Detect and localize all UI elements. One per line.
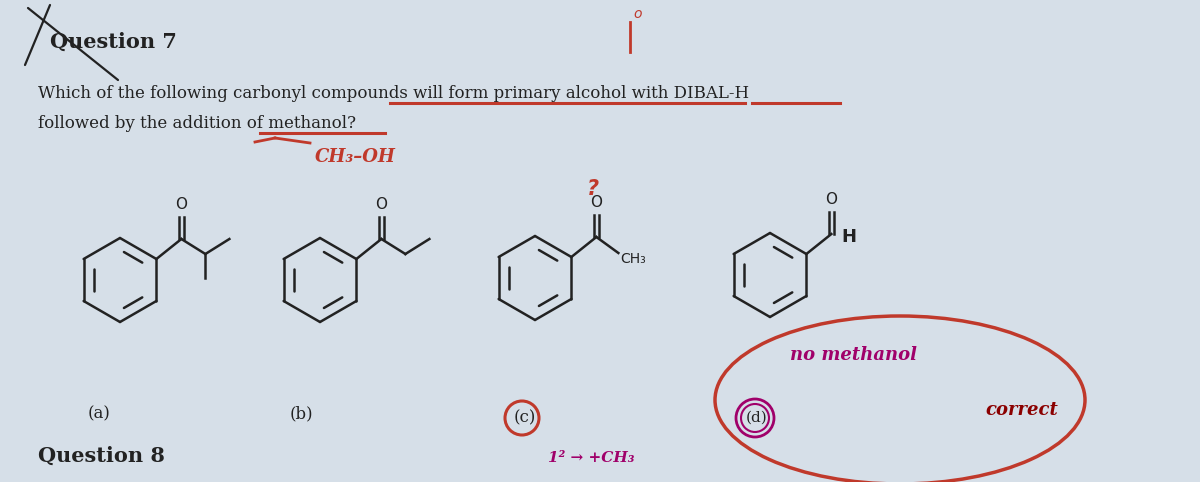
Text: (c): (c) (514, 409, 536, 426)
Text: o: o (634, 7, 642, 21)
Text: Question 7: Question 7 (50, 32, 176, 52)
Text: followed by the addition of methanol?: followed by the addition of methanol? (38, 115, 356, 132)
Text: CH₃: CH₃ (620, 252, 646, 266)
Text: 1² → +CH₃: 1² → +CH₃ (548, 451, 635, 465)
Text: O: O (590, 195, 602, 210)
Text: no methanol: no methanol (790, 346, 917, 364)
Text: O: O (175, 197, 187, 212)
Text: H: H (841, 228, 857, 246)
Text: Question 8: Question 8 (38, 446, 164, 466)
Text: CH₃–OH: CH₃–OH (314, 148, 396, 166)
Text: O: O (376, 197, 388, 212)
Text: correct: correct (985, 401, 1058, 419)
Text: Which of the following carbonyl compounds will form primary alcohol with DIBAL-H: Which of the following carbonyl compound… (38, 85, 749, 102)
Text: ?: ? (587, 179, 599, 199)
Text: (b): (b) (290, 405, 313, 422)
Text: O: O (826, 192, 838, 207)
Text: (a): (a) (88, 405, 110, 422)
Text: (d): (d) (746, 411, 768, 425)
